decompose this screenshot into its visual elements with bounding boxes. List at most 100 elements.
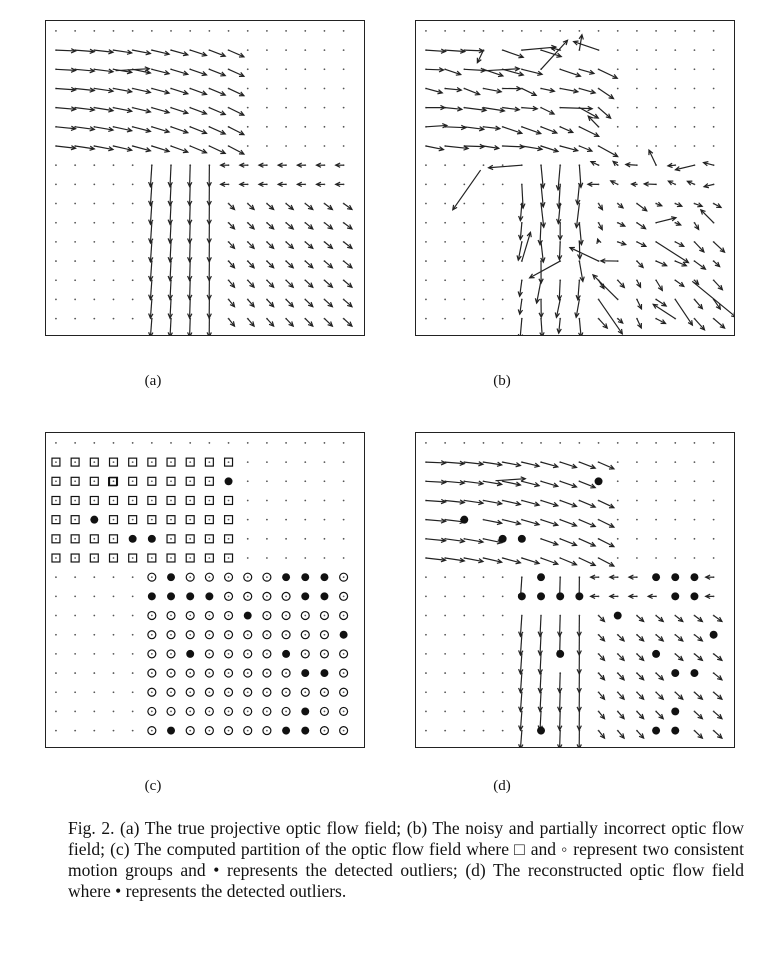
grid-dot xyxy=(482,279,485,282)
outlier-dot xyxy=(517,534,526,543)
group-square xyxy=(166,457,176,467)
grid-dot xyxy=(74,595,77,598)
flow-arrow xyxy=(464,126,486,132)
grid-dot xyxy=(323,537,326,540)
group-circle xyxy=(262,668,272,678)
flow-arrow xyxy=(596,237,602,245)
flow-arrow xyxy=(597,203,604,211)
flow-arrow xyxy=(627,593,637,600)
flow-arrow xyxy=(578,318,584,335)
grid-dot xyxy=(482,710,485,713)
flow-arrow xyxy=(598,730,606,740)
grid-dot xyxy=(112,480,115,483)
grid-dot xyxy=(482,183,485,186)
outlier-dot xyxy=(224,477,233,486)
flow-arrow xyxy=(557,673,563,694)
flow-arrow xyxy=(445,106,464,112)
flow-arrow xyxy=(702,161,714,167)
grid-dot xyxy=(74,480,77,483)
flow-arrow xyxy=(560,105,594,112)
flow-arrow xyxy=(576,673,582,694)
grid-dot xyxy=(655,442,657,444)
flow-arrow xyxy=(589,160,599,166)
grid-dot xyxy=(150,633,153,636)
flow-arrow xyxy=(578,33,584,51)
grid-dot xyxy=(285,595,287,598)
group-square xyxy=(147,553,157,563)
flow-arrow xyxy=(94,49,115,55)
grid-dot xyxy=(266,499,268,502)
grid-dot xyxy=(444,240,447,243)
flow-arrow xyxy=(343,298,353,308)
flow-arrow xyxy=(445,124,468,131)
grid-dot xyxy=(189,576,192,579)
flow-arrow xyxy=(557,711,563,732)
grid-dot xyxy=(693,30,696,32)
grid-dot xyxy=(616,125,619,128)
grid-dot xyxy=(712,480,715,483)
flow-arrow xyxy=(94,145,115,152)
flow-arrow xyxy=(167,222,173,245)
flow-arrow xyxy=(598,318,609,330)
outlier-dot xyxy=(671,669,680,678)
grid-dot xyxy=(93,576,96,579)
grid-dot xyxy=(693,87,696,90)
flow-arrow xyxy=(537,653,543,676)
group-square xyxy=(89,457,99,467)
grid-dot xyxy=(636,537,638,540)
grid-dot xyxy=(93,537,96,540)
group-circle xyxy=(243,572,253,582)
outlier-dot xyxy=(613,611,622,620)
grid-dot xyxy=(597,30,600,32)
grid-dot xyxy=(266,614,268,617)
grid-dot xyxy=(74,221,77,224)
grid-dot xyxy=(131,652,134,655)
grid-dot xyxy=(342,87,345,90)
group-circle xyxy=(243,591,253,601)
grid-dot xyxy=(655,499,657,502)
flow-arrow xyxy=(517,280,523,298)
group-circle xyxy=(262,630,272,640)
flow-arrow xyxy=(556,318,562,335)
flow-arrow xyxy=(266,260,275,269)
grid-dot xyxy=(342,691,345,694)
flow-arrow xyxy=(655,634,665,642)
grid-dot xyxy=(74,691,77,694)
grid-dot xyxy=(131,240,134,243)
flow-arrow xyxy=(464,499,485,506)
grid-dot xyxy=(131,221,134,224)
flow-arrow xyxy=(304,260,314,269)
flow-arrow xyxy=(425,518,447,524)
flow-arrow xyxy=(642,181,657,187)
grid-dot xyxy=(304,125,307,128)
group-circle xyxy=(300,649,310,659)
group-square xyxy=(204,534,214,544)
grid-dot xyxy=(112,691,115,694)
grid-dot xyxy=(227,691,230,694)
panel-c xyxy=(45,432,365,748)
grid-dot xyxy=(208,499,211,502)
outlier-dot xyxy=(320,669,329,678)
grid-dot xyxy=(285,499,287,502)
group-square xyxy=(128,515,138,525)
grid-dot xyxy=(74,537,77,540)
grid-dot xyxy=(463,614,466,617)
grid-dot xyxy=(150,461,153,464)
flow-arrow xyxy=(713,653,724,662)
group-square xyxy=(89,476,99,486)
grid-dot xyxy=(112,499,115,502)
group-circle xyxy=(185,668,195,678)
flow-arrow xyxy=(608,574,618,580)
flow-arrow xyxy=(247,203,256,211)
flow-field-d xyxy=(425,442,724,747)
grid-dot xyxy=(425,614,427,617)
grid-dot xyxy=(463,633,466,636)
grid-dot xyxy=(674,499,677,502)
group-circle xyxy=(223,572,234,582)
grid-dot xyxy=(501,298,504,301)
flow-arrow xyxy=(686,180,695,186)
flow-arrow xyxy=(518,692,524,713)
grid-dot xyxy=(93,652,96,655)
group-square xyxy=(147,476,157,486)
grid-dot xyxy=(616,145,619,147)
